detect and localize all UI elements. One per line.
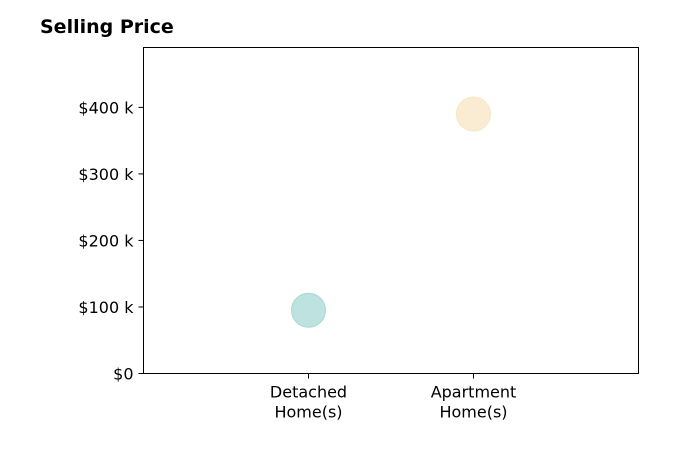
data-points — [291, 96, 491, 328]
x-tick-label: Home(s) — [274, 403, 342, 422]
data-point — [456, 96, 491, 132]
y-tick-label: $200 k — [78, 231, 134, 250]
x-tick-label: Detached — [270, 383, 347, 402]
plot-frame — [143, 47, 639, 374]
data-point — [291, 292, 326, 328]
y-axis: $0 $100 k $200 k $300 k $400 k — [78, 98, 144, 384]
y-tick-label: $100 k — [78, 298, 134, 317]
chart-title: Selling Price — [40, 16, 174, 38]
x-tick-label: Apartment — [431, 383, 517, 402]
x-tick-label: Home(s) — [439, 403, 507, 422]
y-tick-label: $400 k — [78, 98, 134, 117]
y-tick-label: $0 — [113, 365, 133, 384]
y-tick-label: $300 k — [78, 165, 134, 184]
